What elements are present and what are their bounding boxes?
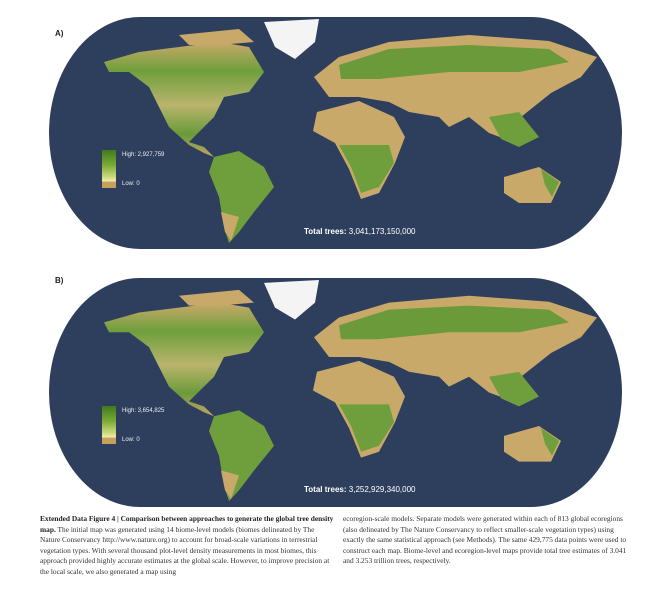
legend-high-label: High: 2,927,759 [122,152,165,158]
total-trees-b: Total trees: 3,252,929,340,000 [304,485,416,494]
legend-low-label: Low: 0 [122,437,140,443]
legend-low-label: Low: 0 [122,181,140,187]
legend-a: High: 2,927,759 Low: 0 [102,150,222,190]
legend-b: High: 3,654,825 Low: 0 [102,406,222,446]
panel-label-a: A) [55,29,64,38]
caption-text-2: ecoregion-scale models. Separate models … [343,514,627,566]
legend-color-ramp [102,406,116,444]
total-trees-value: 3,041,173,150,000 [348,227,416,236]
figure-title: Comparison between approaches to generat… [40,514,334,534]
total-trees-a: Total trees: 3,041,173,150,000 [304,227,416,236]
tree-density-map-b: High: 3,654,825 Low: 0 Total trees: 3,25… [49,278,622,507]
total-trees-value: 3,252,929,340,000 [348,485,416,494]
caption-column-1: Extended Data Figure 4 | Comparison betw… [40,514,334,576]
figure-label: Extended Data Figure 4 [40,514,116,523]
tree-density-map-a: High: 2,927,759 Low: 0 Total trees: 3,04… [49,17,622,249]
caption-text-1: The initial map was generated using 14 b… [40,524,330,576]
total-trees-label: Total trees: [304,227,347,236]
caption-column-2: ecoregion-scale models. Separate models … [343,514,633,567]
legend-high-label: High: 3,654,825 [122,408,165,414]
legend-color-ramp [102,150,116,188]
panel-label-b: B) [55,276,64,285]
total-trees-label: Total trees: [304,485,347,494]
